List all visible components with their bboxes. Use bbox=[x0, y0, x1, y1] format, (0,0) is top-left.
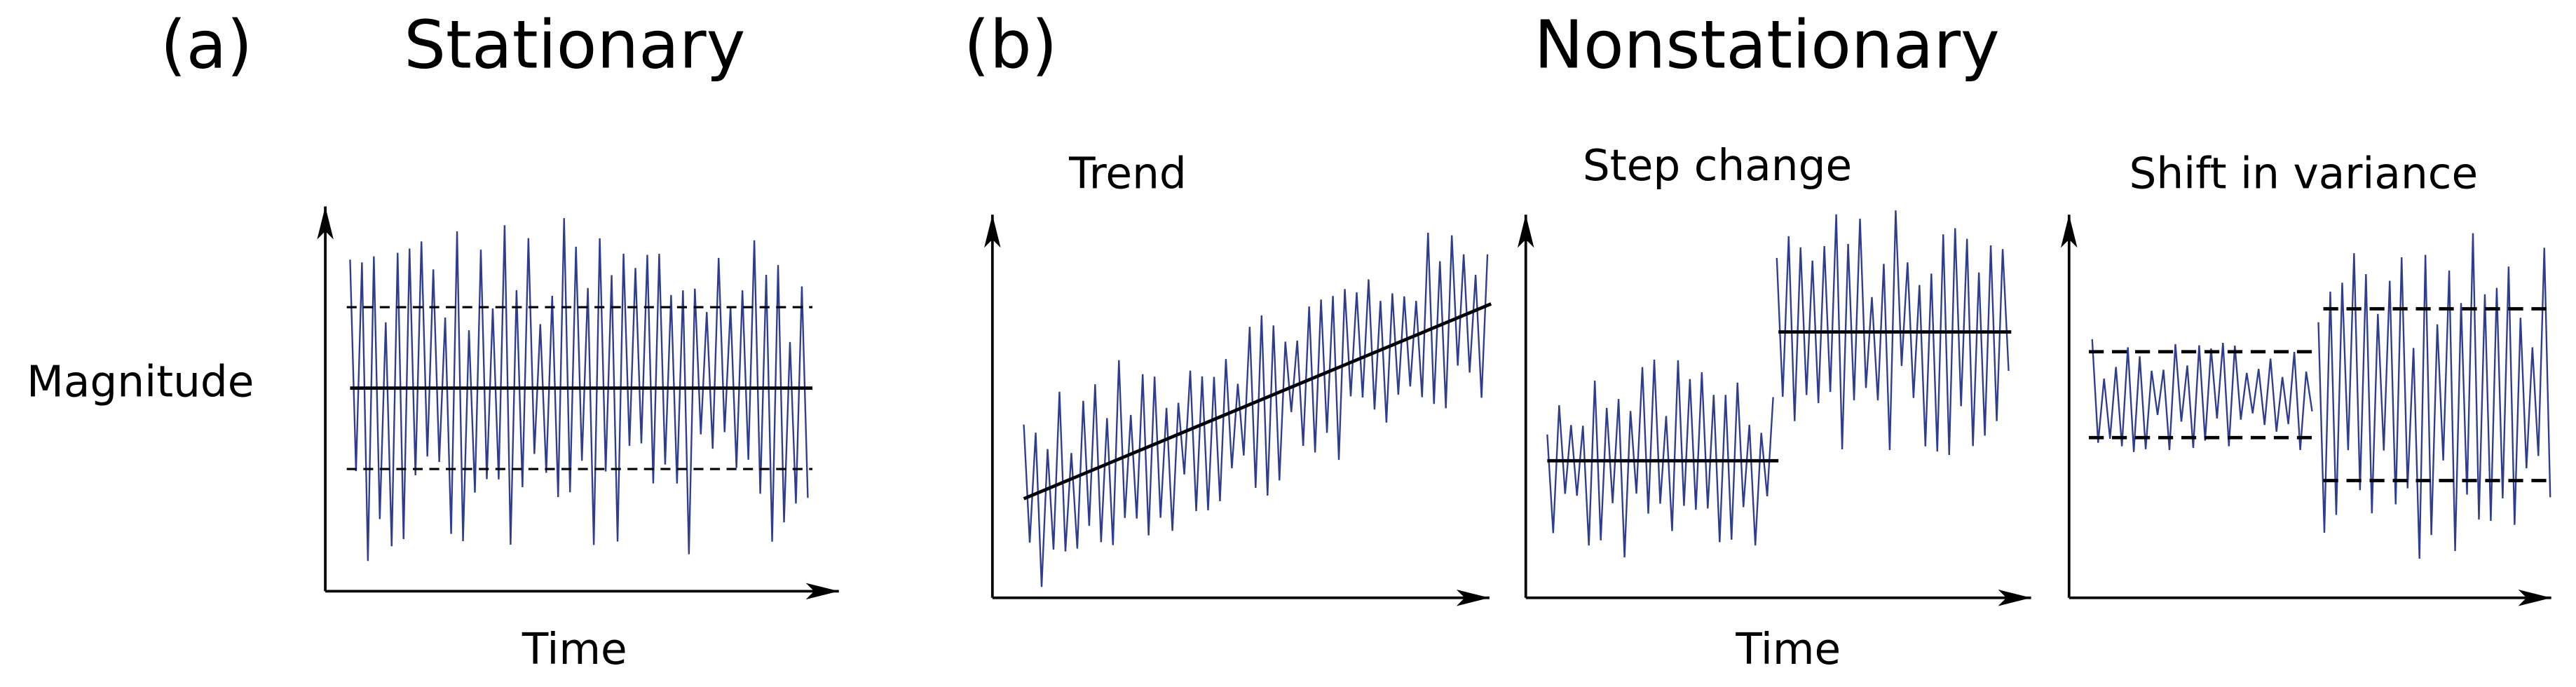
noise-signal bbox=[349, 218, 809, 562]
panel-title: Stationary bbox=[404, 8, 745, 84]
subpanel-title: Trend bbox=[1068, 149, 1187, 199]
noise-group bbox=[349, 210, 2551, 587]
panel-title: Nonstationary bbox=[1534, 8, 2000, 84]
noise-signal bbox=[1546, 360, 1774, 558]
subpanel-title: Shift in variance bbox=[2129, 149, 2478, 199]
trend-line bbox=[1023, 302, 1492, 501]
noise-signal bbox=[2091, 339, 2313, 452]
panel-label: (b) bbox=[964, 8, 1057, 84]
noise-signal bbox=[1023, 232, 1489, 587]
x-axis-label: Time bbox=[1735, 625, 1841, 674]
y-axis-label: Magnitude bbox=[27, 357, 254, 407]
x-axis-label: Time bbox=[522, 625, 627, 674]
noise-signal bbox=[2317, 233, 2551, 559]
panel-label: (a) bbox=[161, 8, 252, 84]
subpanel-title: Step change bbox=[1583, 141, 1852, 191]
